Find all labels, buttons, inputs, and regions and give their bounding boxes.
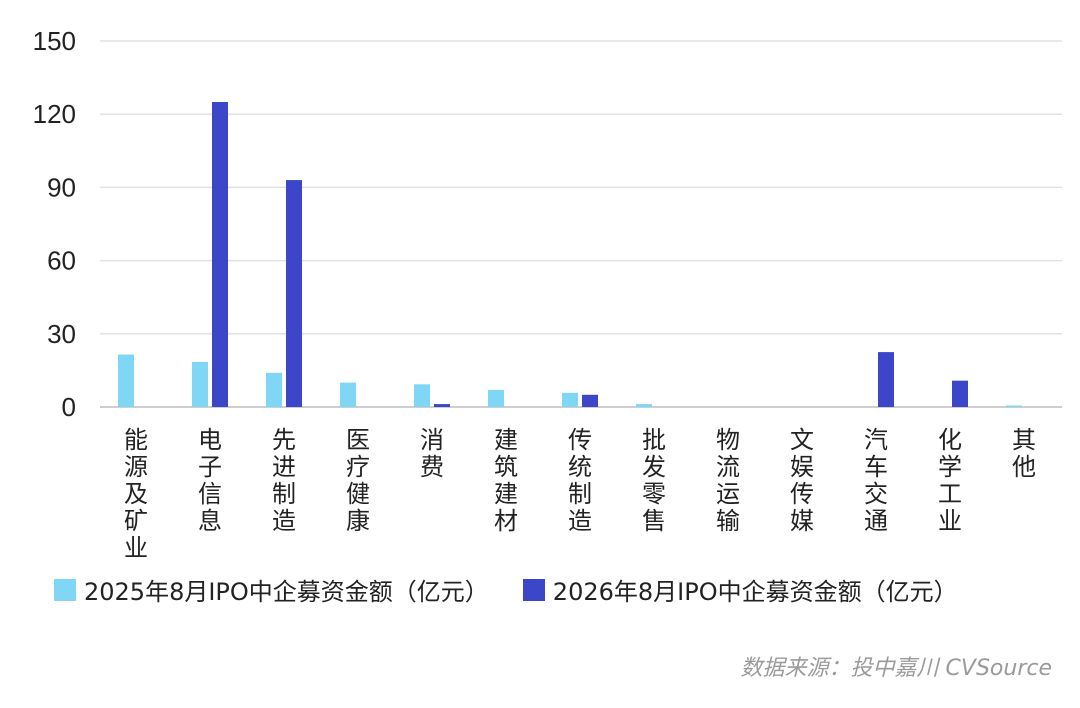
x-category-label-3-3: 康 bbox=[346, 507, 370, 535]
x-category-label-2-1: 进 bbox=[272, 453, 296, 481]
bar-s2-10 bbox=[878, 352, 894, 407]
x-category-label-5-0: 建 bbox=[494, 426, 518, 454]
bar-s2-2 bbox=[286, 180, 302, 407]
y-tick-label-90: 90 bbox=[47, 172, 76, 202]
x-category-label-9-1: 娱 bbox=[790, 453, 814, 481]
x-category-label-10-1: 车 bbox=[864, 453, 888, 481]
x-category-label-6-0: 传 bbox=[568, 426, 592, 454]
data-source-note: 数据来源：投中嘉川 CVSource bbox=[740, 656, 1052, 681]
x-category-label-7-3: 售 bbox=[642, 507, 666, 535]
x-category-label-4-0: 消 bbox=[420, 426, 444, 454]
x-category-label-1-2: 信 bbox=[198, 480, 222, 508]
x-category-label-11-2: 工 bbox=[938, 480, 962, 508]
bar-s1-2 bbox=[266, 372, 282, 407]
y-tick-label-120: 120 bbox=[33, 99, 76, 129]
x-category-label-6-2: 制 bbox=[568, 480, 592, 508]
x-axis-categories: 能源及矿业电子信息先进制造医疗健康消费建筑建材传统制造批发零售物流运输文娱传媒汽… bbox=[124, 426, 1036, 562]
bar-s1-5 bbox=[488, 389, 504, 407]
y-axis-ticks: 0 30 60 90 120 150 bbox=[33, 26, 76, 422]
grid-lines bbox=[100, 40, 1062, 408]
x-category-label-5-1: 筑 bbox=[494, 453, 518, 481]
bar-s1-4 bbox=[414, 384, 430, 407]
x-category-label-0-4: 业 bbox=[124, 534, 148, 562]
x-category-label-8-1: 流 bbox=[716, 453, 740, 481]
x-category-label-10-2: 交 bbox=[864, 480, 888, 508]
x-category-label-11-1: 学 bbox=[938, 453, 962, 481]
x-category-label-12-1: 他 bbox=[1012, 453, 1036, 481]
x-category-label-11-0: 化 bbox=[938, 426, 962, 454]
legend-swatch-2025 bbox=[54, 578, 76, 601]
x-category-label-12-0: 其 bbox=[1012, 426, 1036, 454]
x-category-label-1-0: 电 bbox=[198, 426, 222, 454]
legend-item-2026: 2026年8月IPO中企募资金额（亿元） bbox=[522, 572, 958, 607]
x-category-label-1-3: 息 bbox=[198, 507, 222, 535]
x-category-label-6-3: 造 bbox=[568, 507, 592, 535]
x-category-label-5-2: 建 bbox=[494, 480, 518, 508]
x-category-label-9-0: 文 bbox=[790, 426, 814, 454]
x-category-label-7-0: 批 bbox=[642, 426, 666, 454]
x-category-label-10-0: 汽 bbox=[864, 426, 888, 454]
x-category-label-0-3: 矿 bbox=[124, 507, 148, 535]
x-category-label-2-3: 造 bbox=[272, 507, 296, 535]
x-category-label-8-3: 输 bbox=[716, 507, 740, 535]
x-category-label-6-1: 统 bbox=[568, 453, 592, 481]
x-category-label-0-2: 及 bbox=[124, 480, 148, 508]
x-category-label-5-3: 材 bbox=[494, 507, 518, 535]
x-category-label-11-3: 业 bbox=[938, 507, 962, 535]
x-category-label-2-2: 制 bbox=[272, 480, 296, 508]
bar-s1-6 bbox=[562, 392, 578, 407]
bar-s1-7 bbox=[636, 404, 652, 407]
y-tick-label-150: 150 bbox=[33, 26, 76, 56]
x-category-label-8-0: 物 bbox=[716, 426, 740, 454]
bar-s2-11 bbox=[952, 380, 968, 407]
legend-swatch-2026 bbox=[522, 578, 545, 601]
x-category-label-7-1: 发 bbox=[642, 453, 666, 481]
x-category-label-0-1: 源 bbox=[124, 453, 148, 481]
bar-s1-12 bbox=[1006, 405, 1022, 407]
bar-s1-1 bbox=[192, 361, 208, 407]
x-category-label-4-1: 费 bbox=[420, 453, 444, 481]
legend-label-2025: 2025年8月IPO中企募资金额（亿元） bbox=[84, 578, 489, 606]
legend-label-2026: 2026年8月IPO中企募资金额（亿元） bbox=[552, 578, 958, 606]
x-category-label-2-0: 先 bbox=[272, 426, 296, 454]
x-category-label-9-3: 媒 bbox=[790, 507, 814, 535]
x-category-label-3-2: 健 bbox=[346, 480, 370, 508]
y-tick-label-60: 60 bbox=[47, 246, 76, 276]
bar-s1-3 bbox=[340, 382, 356, 407]
y-tick-label-30: 30 bbox=[47, 319, 76, 349]
bar-s2-1 bbox=[212, 102, 228, 407]
x-category-label-8-2: 运 bbox=[716, 480, 740, 508]
x-category-label-9-2: 传 bbox=[790, 480, 814, 508]
bar-s2-6 bbox=[582, 394, 598, 407]
bar-s2-4 bbox=[434, 404, 450, 407]
legend: 2025年8月IPO中企募资金额（亿元） 2026年8月IPO中企募资金额（亿元… bbox=[54, 572, 992, 607]
x-category-label-3-0: 医 bbox=[346, 426, 370, 454]
x-category-label-1-1: 子 bbox=[198, 453, 222, 481]
x-category-label-3-1: 疗 bbox=[346, 453, 370, 481]
bars bbox=[118, 102, 1022, 407]
bar-s1-0 bbox=[118, 354, 134, 407]
x-category-label-0-0: 能 bbox=[124, 426, 148, 454]
x-category-label-7-2: 零 bbox=[642, 480, 666, 508]
y-tick-label-0: 0 bbox=[62, 392, 76, 422]
legend-item-2025: 2025年8月IPO中企募资金额（亿元） bbox=[54, 572, 489, 607]
x-category-label-10-3: 通 bbox=[864, 507, 888, 535]
